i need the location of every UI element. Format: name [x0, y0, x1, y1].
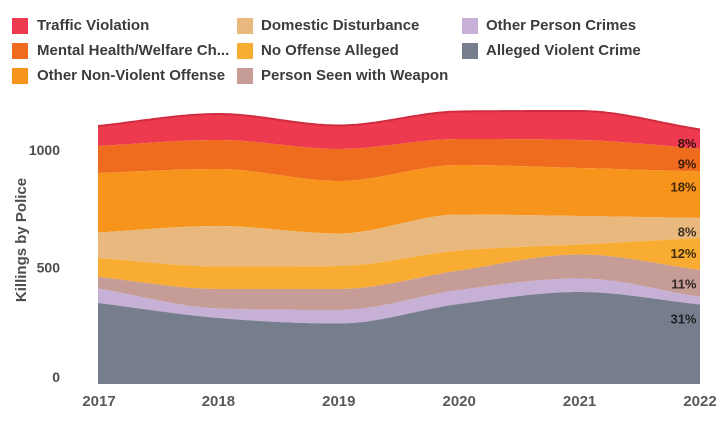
svg-text:Killings by Police: Killings by Police	[13, 178, 30, 302]
svg-text:31%: 31%	[670, 311, 696, 326]
svg-text:2017: 2017	[82, 393, 115, 410]
svg-text:8%: 8%	[678, 136, 697, 151]
svg-text:2022: 2022	[683, 393, 716, 410]
svg-text:2019: 2019	[322, 393, 355, 410]
svg-text:1000: 1000	[29, 142, 60, 158]
svg-text:2021: 2021	[563, 393, 596, 410]
svg-text:9%: 9%	[678, 157, 697, 172]
svg-text:2020: 2020	[443, 393, 476, 410]
svg-text:12%: 12%	[670, 246, 696, 261]
svg-text:11%: 11%	[671, 276, 697, 291]
svg-text:2018: 2018	[202, 393, 235, 410]
svg-text:0: 0	[52, 369, 60, 385]
svg-text:500: 500	[37, 260, 61, 276]
svg-text:18%: 18%	[670, 180, 696, 195]
svg-text:8%: 8%	[678, 225, 697, 240]
